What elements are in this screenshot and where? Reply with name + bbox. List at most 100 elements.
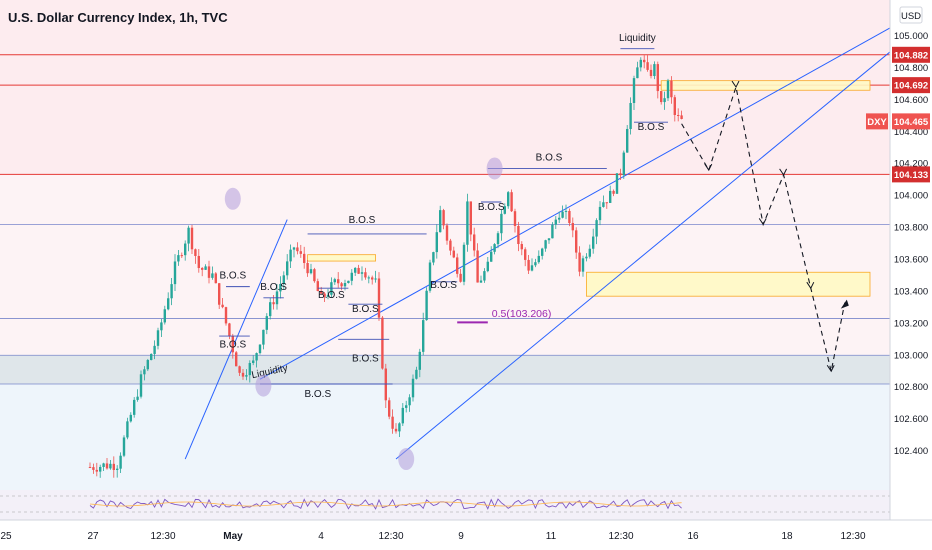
candle-body-32: [197, 255, 200, 269]
candle-body-85: [377, 278, 381, 318]
candle-body-109: [459, 273, 462, 282]
candle-body-138: [558, 217, 561, 220]
candle-body-67: [316, 281, 319, 292]
candle-body-27: [180, 255, 183, 257]
candle-body-76: [347, 280, 350, 284]
background-bands: [0, 0, 890, 490]
x-tick-10: 18: [781, 531, 793, 542]
y-tick-1: 104.800: [894, 63, 928, 74]
candle-body-108: [456, 257, 459, 274]
candle-body-161: [636, 67, 639, 79]
candle-body-164: [646, 62, 649, 70]
bos-label-9: B.O.S: [478, 202, 505, 213]
candle-body-10: [122, 437, 126, 456]
price-tag-bg-0: [892, 46, 930, 63]
candle-body-166: [653, 64, 656, 77]
trendline-0: [395, 51, 891, 460]
candles: [88, 55, 683, 478]
candle-body-88: [388, 400, 391, 417]
candle-body-163: [643, 59, 646, 63]
projection-tick-4: [779, 168, 788, 176]
candle-body-21: [160, 322, 163, 331]
y-tick-4: 104.200: [894, 159, 928, 170]
candle-body-69: [323, 293, 326, 297]
candle-body-43: [235, 352, 238, 367]
candle-body-152: [605, 202, 608, 204]
candle-body-8: [116, 468, 119, 470]
liquidity-circle-3: [486, 157, 503, 180]
y-tick-11: 102.800: [894, 382, 928, 393]
candle-body-84: [374, 278, 377, 280]
candle-body-145: [581, 258, 585, 272]
candle-body-20: [156, 330, 160, 346]
candle-body-74: [340, 283, 343, 287]
candle-body-139: [561, 211, 564, 218]
candle-body-37: [214, 273, 217, 284]
x-tick-0: 25: [0, 531, 12, 542]
candle-body-35: [207, 266, 211, 278]
projection-tick-6: [826, 364, 835, 373]
time-axis: 25 27 12:30 May 4 12:30 9 11 12:30 16 18 12:30: [0, 519, 932, 550]
candle-body-19: [153, 345, 156, 354]
candle-body-48: [252, 360, 255, 363]
candle-body-51: [262, 329, 265, 345]
candle-body-126: [517, 225, 520, 245]
candle-body-99: [425, 290, 428, 321]
bos-label-2: B.O.S: [260, 282, 287, 293]
candle-body-58: [286, 261, 289, 276]
candle-body-0: [88, 467, 92, 469]
rsi-line: [89, 498, 682, 510]
bos-label-4: B.O.S: [352, 304, 379, 315]
candle-body-162: [639, 59, 642, 68]
candle-body-89: [391, 416, 394, 429]
x-tick-3: May: [223, 531, 243, 542]
candle-body-158: [626, 128, 629, 153]
candle-body-134: [544, 240, 547, 249]
candle-body-110: [462, 244, 466, 282]
bos-label-0: B.O.S: [349, 215, 376, 226]
candle-body-22: [163, 309, 166, 323]
candle-body-34: [204, 266, 207, 270]
candle-body-90: [394, 428, 398, 432]
candle-body-144: [578, 252, 581, 272]
candle-body-45: [241, 372, 245, 377]
candle-body-169: [663, 98, 666, 103]
candle-body-154: [612, 190, 615, 194]
candle-body-46: [245, 375, 248, 377]
liquidity-circle-2: [398, 448, 415, 471]
bos-label-7: B.O.S: [304, 389, 331, 400]
candle-body-18: [150, 353, 153, 361]
candle-body-120: [496, 233, 500, 245]
candle-body-133: [541, 248, 544, 256]
candle-body-168: [660, 91, 663, 103]
symbol-tag: DXY: [867, 117, 887, 128]
candle-body-53: [269, 302, 272, 317]
projection-tick-3: [758, 218, 767, 226]
candle-body-91: [398, 423, 401, 432]
currency-box: [899, 6, 923, 24]
candle-body-64: [306, 262, 309, 274]
candle-body-172: [673, 97, 676, 116]
candle-body-116: [483, 271, 486, 281]
candle-body-93: [405, 405, 408, 408]
candle-body-24: [170, 284, 173, 299]
trendline-2: [184, 219, 288, 460]
x-tick-2: 12:30: [150, 531, 175, 542]
x-tick-11: 12:30: [840, 531, 865, 542]
candle-body-12: [129, 414, 132, 422]
candle-body-149: [595, 220, 598, 237]
candle-body-17: [146, 360, 149, 370]
candle-body-95: [411, 378, 415, 398]
candle-body-62: [299, 251, 302, 254]
candle-body-50: [258, 344, 262, 354]
candle-body-125: [513, 211, 517, 226]
y-tick-13: 102.400: [894, 446, 928, 457]
rsi-background: [0, 490, 890, 520]
candle-body-47: [248, 362, 251, 376]
price-tag-3: 104.133: [894, 170, 928, 181]
candle-body-170: [666, 80, 670, 99]
y-tick-6: 103.800: [894, 223, 928, 234]
bos-label-8: B.O.S: [430, 280, 457, 291]
candle-body-75: [343, 283, 347, 287]
y-tick-12: 102.600: [894, 414, 928, 425]
